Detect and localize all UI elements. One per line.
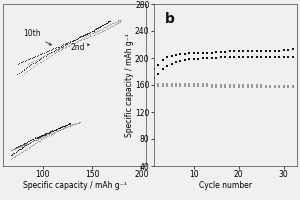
Y-axis label: Specific capacity / mAh g⁻¹: Specific capacity / mAh g⁻¹ [124,33,134,137]
Text: 2nd: 2nd [70,43,89,52]
Text: b: b [165,12,175,26]
X-axis label: Cycle number: Cycle number [199,181,252,190]
X-axis label: Specific capacity / mAh g⁻¹: Specific capacity / mAh g⁻¹ [23,181,127,190]
Text: 10th: 10th [23,29,51,45]
